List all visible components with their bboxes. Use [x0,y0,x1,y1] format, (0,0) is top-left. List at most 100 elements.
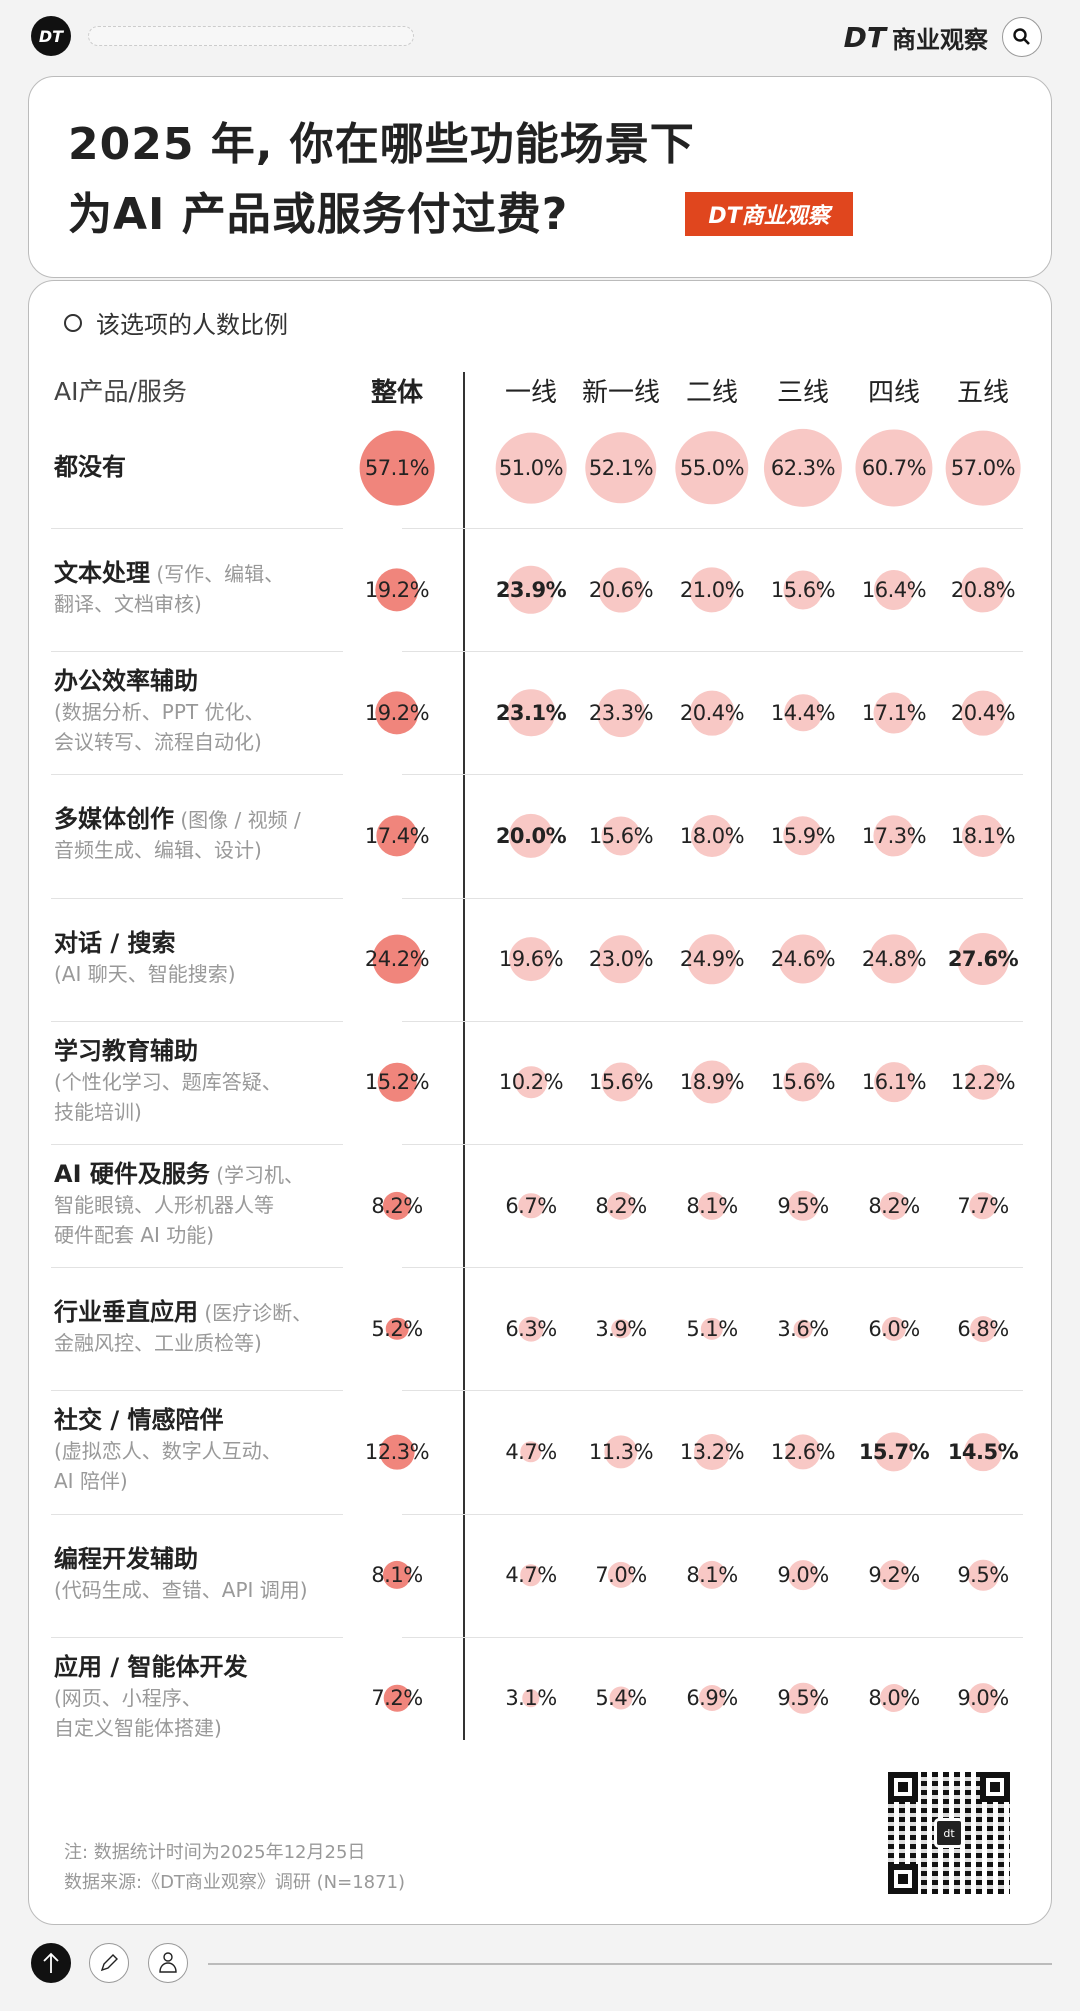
value-label: 17.4% [364,824,430,848]
value-bubble [968,1683,998,1714]
value-bubble [783,570,823,610]
value-bubble [601,816,641,856]
search-button[interactable] [1002,17,1042,57]
value-bubble [515,1066,547,1099]
row-separator [402,1267,1023,1269]
row-label-main: 应用 / 智能体开发 [54,1652,248,1681]
row-label-detail: (数据分析、PPT 优化、 会议转写、流程自动化) [54,700,265,755]
row-label-detail: (代码生成、查错、API 调用) [54,1577,308,1602]
value-label: 23.1% [495,700,567,725]
value-bubble [609,1686,633,1710]
value-bubble [855,429,933,507]
row-separator [402,1390,1023,1392]
legend: 该选项的人数比例 [64,305,288,340]
value-bubble [874,1062,914,1103]
value-label: 8.2% [595,1193,647,1218]
value-label: 24.6% [770,947,836,972]
row-label: 应用 / 智能体开发 (网页、小程序、 自定义智能体搭建) [54,1637,354,1760]
scroll-top-button[interactable] [31,1943,71,1983]
value-bubble [970,1315,996,1342]
column-header: 三线 [776,378,830,408]
value-bubble [697,1191,727,1220]
row-label: 多媒体创作 (图像 / 视频 / 音频生成、编辑、设计) [54,774,354,897]
value-label: 12.6% [770,1440,836,1464]
value-label: 14.4% [770,700,836,725]
value-label: 7.7% [957,1193,1009,1218]
value-bubble [359,430,435,506]
profile-button[interactable] [148,1943,188,1983]
qr-code: dt [888,1772,1010,1894]
value-label: 7.0% [595,1563,647,1588]
value-bubble [382,1191,412,1220]
brand-dt: DT [843,21,886,54]
value-label: 3.1% [505,1686,557,1711]
row-separator [402,774,1023,776]
value-label: 8.1% [686,1193,738,1218]
value-bubble [783,816,823,856]
column-header: 整体 [370,378,424,408]
value-label: 15.6% [588,824,654,848]
value-label: 5.4% [595,1686,647,1711]
row-separator [51,1636,343,1638]
value-label: 5.1% [686,1316,738,1341]
title-card [28,76,1052,278]
title-line-2: 为AI 产品或服务付过费? [68,189,569,240]
value-label: 18.1% [950,824,1016,848]
value-label: 24.9% [679,947,745,972]
chart-card [28,280,1052,1925]
value-bubble [508,813,554,859]
edit-button[interactable] [89,1943,129,1983]
value-label: 62.3% [770,456,836,480]
value-label: 57.0% [950,456,1016,480]
search-icon [1013,28,1030,45]
value-bubble [960,567,1006,613]
row-label-main: 多媒体创作 [54,805,174,834]
value-bubble [785,1434,821,1470]
value-label: 6.7% [505,1193,557,1218]
value-bubble [382,1561,412,1590]
value-bubble [787,1683,819,1714]
row-separator [51,528,343,529]
qr-logo: dt [934,1818,964,1848]
row-label-main: 文本处理 [54,559,150,588]
value-label: 51.0% [498,456,564,480]
value-bubble [783,1062,823,1102]
value-label: 10.2% [498,1070,564,1095]
value-bubble [520,1441,542,1463]
value-label: 24.2% [364,947,430,972]
row-separator [51,1513,343,1515]
column-header: 新一线 [581,378,661,408]
row-separator [51,897,343,899]
row-separator [51,774,343,776]
row-separator [51,1267,343,1269]
value-label: 15.7% [858,1440,930,1464]
footnote: 注: 数据统计时间为2025年12月25日 数据来源:《DT商业观察》调研 (N… [64,1838,405,1898]
row-label: 行业垂直应用 (医疗诊断、 金融风控、工业质检等) [54,1267,354,1390]
pencil-icon [100,1954,118,1972]
row-label-detail: (虚拟恋人、数字人互动、 AI 陪伴) [54,1439,282,1494]
value-label: 8.2% [868,1193,920,1218]
address-bar[interactable] [88,26,414,46]
value-bubble [385,1317,409,1341]
value-label: 24.8% [861,947,927,972]
row-separator [402,1144,1023,1145]
value-label: 15.6% [770,577,836,602]
value-bubble [694,1434,730,1470]
row-label-main: AI 硬件及服务 [54,1160,210,1189]
column-header: 二线 [685,378,739,408]
value-bubble [873,815,915,857]
row-label-detail: (个性化学习、题库答疑、 技能培训) [54,1069,282,1124]
row-label-detail: (网页、小程序、 自定义智能体搭建) [54,1685,222,1740]
value-bubble [379,1434,415,1470]
value-label: 5.2% [371,1316,423,1341]
value-label: 15.6% [588,1070,654,1095]
value-bubble [689,690,735,736]
dt-logo[interactable]: DT [31,16,71,56]
value-bubble [518,1316,544,1342]
row-label: 学习教育辅助 (个性化学习、题库答疑、 技能培训) [54,1021,354,1144]
value-label: 20.4% [950,700,1016,725]
row-separator [402,1020,1023,1022]
row-label-main: 办公效率辅助 [54,667,198,696]
value-label: 3.6% [777,1316,829,1341]
value-bubble [522,1689,540,1708]
